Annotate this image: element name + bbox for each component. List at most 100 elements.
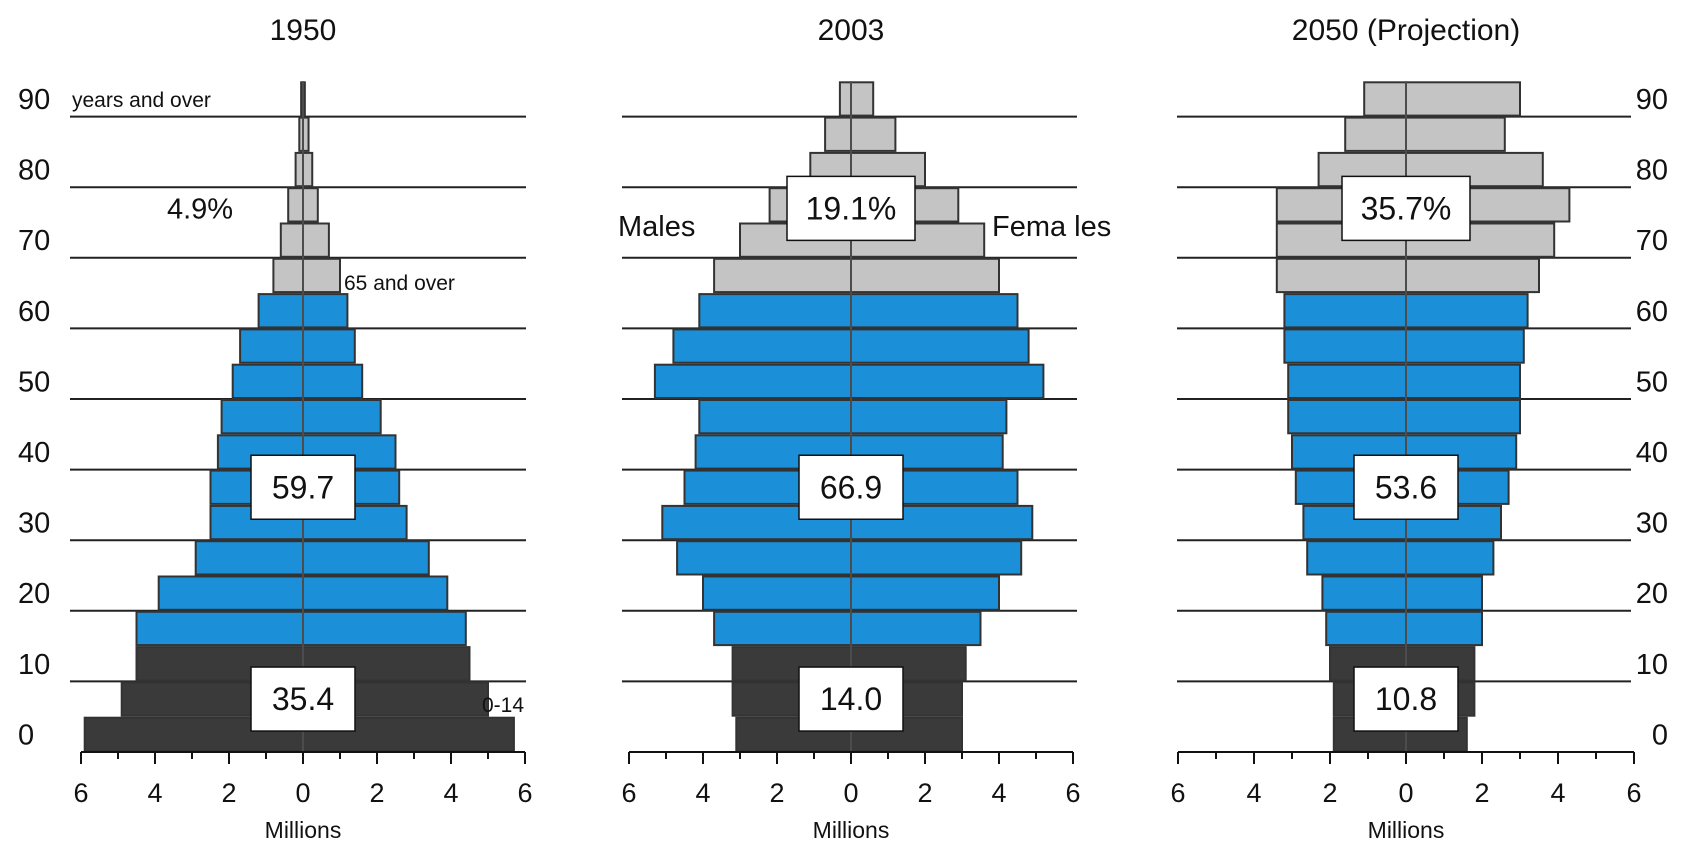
bar-female bbox=[850, 328, 1030, 364]
bar-female bbox=[1405, 540, 1495, 576]
age-tick-label: 10 bbox=[1636, 649, 1668, 681]
x-tick-label: 4 bbox=[1550, 778, 1565, 808]
age-tick-label: 90 bbox=[18, 84, 50, 116]
bar-female bbox=[302, 116, 310, 152]
bar-male bbox=[672, 328, 853, 364]
bar-male bbox=[279, 222, 304, 258]
bar-male bbox=[239, 328, 305, 364]
bar-male bbox=[713, 610, 852, 647]
x-tick-label: 4 bbox=[147, 778, 162, 808]
bar-female bbox=[1405, 116, 1506, 152]
x-axis-label: Millions bbox=[1368, 817, 1445, 843]
bar-male bbox=[135, 646, 304, 682]
age-tick-label: 0 bbox=[1652, 719, 1668, 751]
age-tick-label: 70 bbox=[18, 225, 50, 257]
bar-female bbox=[302, 575, 449, 611]
age-tick-label: 70 bbox=[1636, 225, 1668, 257]
value-label-youth: 14.0 bbox=[820, 681, 882, 717]
bar-male bbox=[1321, 575, 1408, 611]
value-box-youth bbox=[1353, 666, 1459, 732]
bar-female bbox=[302, 257, 341, 294]
value-label-youth: 35.4 bbox=[272, 681, 334, 717]
value-box-elderly bbox=[1341, 175, 1471, 242]
bar-male bbox=[1283, 328, 1408, 364]
x-tick-label: 2 bbox=[917, 778, 932, 808]
value-label-elderly: 19.1% bbox=[806, 190, 897, 226]
bar-female bbox=[1405, 257, 1540, 294]
bar-male bbox=[824, 116, 852, 152]
bar-female bbox=[302, 540, 430, 576]
bar-female bbox=[1405, 363, 1521, 400]
bar-male bbox=[1275, 257, 1408, 294]
bar-male bbox=[1363, 81, 1407, 117]
bar-male bbox=[1306, 540, 1407, 576]
value-label-elderly: 4.9% bbox=[167, 193, 233, 225]
age-tick-label: 80 bbox=[1636, 155, 1668, 187]
bar-female bbox=[302, 328, 356, 364]
bar-female bbox=[850, 363, 1045, 400]
x-tick-label: 0 bbox=[843, 778, 858, 808]
bar-female bbox=[1405, 575, 1483, 611]
bar-female bbox=[1405, 399, 1521, 435]
value-label-youth: 10.8 bbox=[1375, 681, 1437, 717]
bar-female bbox=[302, 293, 349, 329]
x-tick-label: 2 bbox=[769, 778, 784, 808]
bar-female bbox=[1405, 328, 1525, 364]
bar-female bbox=[1405, 81, 1521, 117]
value-box-youth bbox=[250, 666, 356, 732]
bar-male bbox=[702, 575, 852, 611]
bar-male bbox=[653, 363, 853, 400]
x-tick-label: 2 bbox=[1474, 778, 1489, 808]
x-tick-label: 6 bbox=[517, 778, 532, 808]
value-box-youth bbox=[798, 666, 904, 732]
bar-female bbox=[302, 151, 314, 188]
x-axis-label: Millions bbox=[813, 817, 890, 843]
bar-female bbox=[850, 610, 982, 647]
x-tick-label: 0 bbox=[295, 778, 310, 808]
x-tick-label: 6 bbox=[1065, 778, 1080, 808]
value-label-elderly: 35.7% bbox=[1361, 190, 1452, 226]
bar-male bbox=[1325, 610, 1407, 647]
bar-female bbox=[302, 363, 364, 400]
bar-female bbox=[1405, 293, 1529, 329]
bar-male bbox=[231, 363, 304, 400]
age-tick-label: 80 bbox=[18, 155, 50, 187]
bar-male bbox=[287, 187, 305, 223]
age-tick-label: 90 bbox=[1636, 84, 1668, 116]
bar-female bbox=[302, 399, 382, 435]
bar-male bbox=[1287, 363, 1407, 400]
bar-female bbox=[850, 575, 1000, 611]
bar-female bbox=[850, 116, 897, 152]
bar-male bbox=[1287, 399, 1407, 435]
x-tick-label: 0 bbox=[1398, 778, 1413, 808]
bar-female bbox=[1405, 610, 1483, 647]
age-tick-label: 20 bbox=[18, 578, 50, 610]
bar-male bbox=[194, 540, 304, 576]
value-box-working bbox=[250, 454, 356, 520]
panel-title: 2003 bbox=[818, 14, 885, 47]
age-tick-label: 30 bbox=[1636, 508, 1668, 540]
x-tick-label: 4 bbox=[695, 778, 710, 808]
bar-female bbox=[302, 187, 319, 223]
bar-male bbox=[294, 151, 305, 188]
bar-male bbox=[157, 575, 304, 611]
age-tick-label: 60 bbox=[1636, 296, 1668, 328]
x-tick-label: 2 bbox=[1322, 778, 1337, 808]
bar-female bbox=[850, 81, 875, 117]
value-box-working bbox=[798, 454, 904, 520]
bar-male bbox=[220, 399, 305, 435]
age-tick-label: 50 bbox=[1636, 366, 1668, 398]
annotation-0-14: 0-14 bbox=[482, 694, 524, 717]
bar-female bbox=[850, 399, 1008, 435]
bar-male bbox=[1344, 116, 1407, 152]
value-label-working: 66.9 bbox=[820, 469, 882, 505]
bar-female bbox=[850, 540, 1023, 576]
bar-male bbox=[698, 293, 852, 329]
x-tick-label: 2 bbox=[221, 778, 236, 808]
value-box-elderly bbox=[786, 175, 916, 242]
age-tick-label: 60 bbox=[18, 296, 50, 328]
annotation-65-and-over: 65 and over bbox=[344, 272, 455, 295]
bar-male bbox=[838, 81, 853, 117]
annotation-females: Fema les bbox=[992, 211, 1111, 243]
